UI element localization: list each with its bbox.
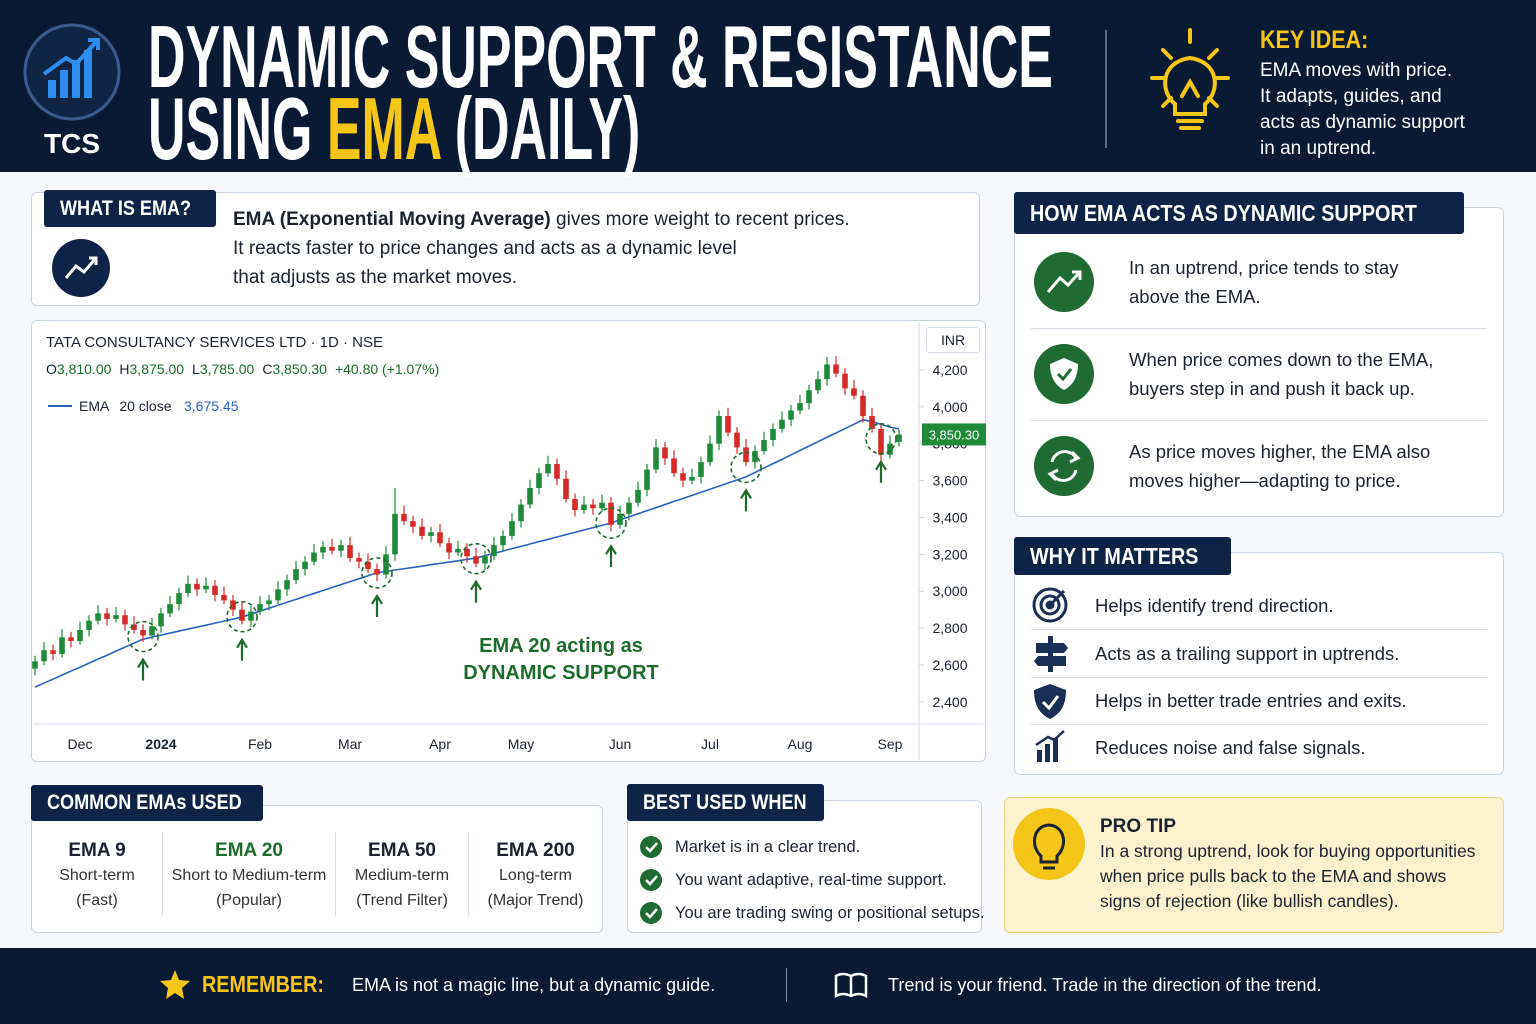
ema-name: EMA 50 — [368, 840, 436, 861]
separator — [1031, 629, 1487, 630]
best-used-panel — [627, 800, 982, 933]
title-highlight: EMA — [326, 79, 441, 178]
remember-label-text: REMEMBER: — [202, 971, 324, 997]
key-idea-label-text: KEY IDEA: — [1260, 26, 1369, 54]
best-used-text: You want adaptive, real-time support. — [675, 871, 947, 889]
pro-tip-label: PRO TIP — [1100, 816, 1177, 837]
separator — [1031, 420, 1487, 421]
key-idea-line: It adapts, guides, and — [1260, 86, 1442, 107]
pro-tip-text: signs of rejection (like bullish candles… — [1100, 891, 1399, 911]
best-used-text: You are trading swing or positional setu… — [675, 904, 985, 922]
separator — [1031, 328, 1487, 329]
why-text: Reduces noise and false signals. — [1095, 737, 1366, 758]
ema-note: (Major Trend) — [487, 892, 584, 909]
key-idea-line: acts as dynamic support — [1260, 112, 1465, 133]
how-text: In an uptrend, price tends to stay — [1129, 257, 1399, 278]
panel-tab: BEST USED WHEN — [627, 784, 824, 821]
ema-name: EMA 9 — [68, 840, 126, 861]
tab-text: COMMON EMAs USED — [47, 791, 242, 814]
ema-name: EMA 20 — [215, 840, 283, 861]
pro-tip-text: when price pulls back to the EMA and sho… — [1100, 866, 1447, 886]
ema-note: (Trend Filter) — [356, 892, 448, 909]
footer-tip: Trend is your friend. Trade in the direc… — [888, 975, 1322, 995]
key-idea-line: EMA moves with price. — [1260, 60, 1453, 81]
tab-text: BEST USED WHEN — [643, 790, 807, 814]
separator — [1031, 677, 1487, 678]
tab-text: WHAT IS EMA? — [60, 196, 192, 220]
key-idea-line: in an uptrend. — [1260, 138, 1377, 159]
why-text: Helps identify trend direction. — [1095, 595, 1334, 616]
remember-text: EMA is not a magic line, but a dynamic g… — [352, 975, 716, 995]
chart-panel — [31, 320, 986, 762]
ema-definition: EMA (Exponential Moving Average) gives m… — [233, 210, 850, 229]
how-text: When price comes down to the EMA, — [1129, 349, 1434, 370]
ema-desc: Medium-term — [354, 867, 450, 884]
remember-label: REMEMBER: — [202, 973, 344, 996]
ema-desc: Short-term — [59, 867, 135, 884]
separator — [468, 832, 469, 916]
footer — [0, 948, 1536, 1024]
title-text: USING — [148, 79, 313, 178]
panel-tab: COMMON EMAs USED — [31, 785, 263, 821]
ema-note: (Popular) — [216, 892, 282, 909]
separator — [162, 832, 163, 916]
ema-desc: Short to Medium-term — [171, 867, 327, 884]
divider — [1105, 30, 1107, 148]
ema-term: EMA (Exponential Moving Average) — [233, 209, 551, 230]
panel-tab: WHY IT MATTERS — [1014, 537, 1231, 575]
ema-note: (Fast) — [76, 892, 118, 909]
common-emas-panel — [31, 805, 603, 933]
title-text: (DAILY) — [454, 79, 641, 178]
key-idea-label: KEY IDEA: — [1260, 28, 1386, 53]
ema-name: EMA 200 — [496, 840, 575, 861]
how-text: moves higher—adapting to price. — [1129, 470, 1401, 491]
separator — [1031, 724, 1487, 725]
tab-text: HOW EMA ACTS AS DYNAMIC SUPPORT — [1030, 199, 1417, 226]
title-line-2: USING EMA (DAILY) — [148, 85, 640, 173]
currency-box — [926, 327, 980, 353]
how-text: above the EMA. — [1129, 286, 1261, 307]
why-text: Acts as a trailing support in uptrends. — [1095, 643, 1400, 664]
ema-text: that adjusts as the market moves. — [233, 267, 518, 288]
header — [0, 0, 1536, 172]
why-panel — [1014, 552, 1504, 775]
separator — [335, 832, 336, 916]
why-text: Helps in better trade entries and exits. — [1095, 690, 1407, 711]
ema-text: It reacts faster to price changes and ac… — [233, 238, 737, 259]
how-text: buyers step in and push it back up. — [1129, 378, 1415, 399]
ema-desc: Long-term — [499, 867, 572, 884]
divider — [786, 968, 787, 1002]
how-text: As price moves higher, the EMA also — [1129, 441, 1431, 462]
logo-text: TCS — [44, 128, 100, 159]
pro-tip-text: In a strong uptrend, look for buying opp… — [1100, 841, 1476, 861]
title-line-1: DYNAMIC SUPPORT & RESISTANCE — [148, 7, 1053, 106]
pro-tip-panel — [1004, 797, 1504, 933]
ema-text: gives more weight to recent prices. — [556, 209, 850, 230]
tab-text: WHY IT MATTERS — [1030, 542, 1199, 569]
panel-tab: WHAT IS EMA? — [44, 190, 216, 227]
how-panel — [1014, 207, 1504, 517]
panel-tab: HOW EMA ACTS AS DYNAMIC SUPPORT — [1014, 192, 1464, 234]
best-used-text: Market is in a clear trend. — [675, 838, 861, 856]
